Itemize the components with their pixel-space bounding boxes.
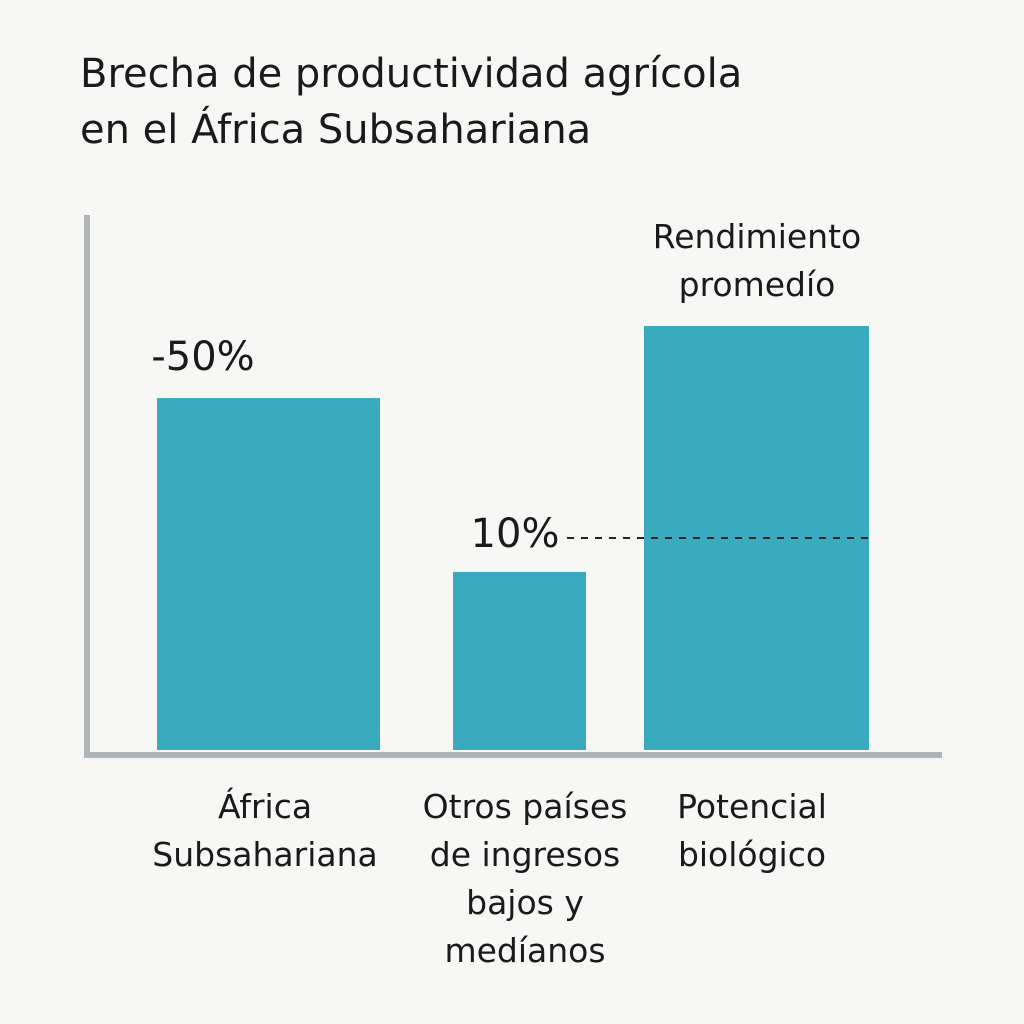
annotation: Rendimiento promedío <box>652 217 862 304</box>
annotation: 10% <box>470 511 560 557</box>
bar <box>157 398 380 750</box>
x-tick-label: Potencial biológico <box>677 787 827 874</box>
x-tick-label: África Subsahariana <box>152 787 378 874</box>
chart-title: Brecha de productividad agrícola en el Á… <box>80 51 743 153</box>
x-tick-label: Otros países de ingresos bajos y medíano… <box>422 787 628 970</box>
annotation: -50% <box>151 334 255 380</box>
bar <box>453 571 586 750</box>
